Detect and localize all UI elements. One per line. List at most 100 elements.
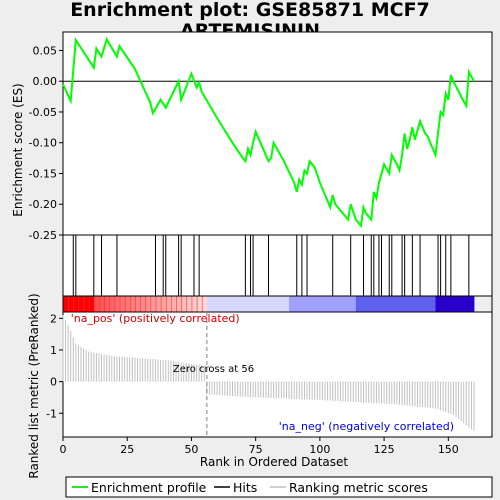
- colorbar-segment: [312, 296, 316, 312]
- pos-label: 'na_pos' (positively correlated): [71, 312, 240, 325]
- rank-ytick-label: 0: [50, 376, 57, 389]
- colorbar-segment: [430, 296, 434, 312]
- colorbar-segment: [227, 296, 231, 312]
- colorbar-segment: [414, 296, 418, 312]
- colorbar-segment: [137, 296, 141, 312]
- colorbar-segment: [345, 296, 349, 312]
- colorbar-segment: [366, 296, 370, 312]
- colorbar-segment: [355, 296, 359, 312]
- colorbar-segment: [168, 296, 172, 312]
- colorbar-segment: [371, 296, 375, 312]
- colorbar-segment: [448, 296, 452, 312]
- x-axis: 0 25 50 75 100 125 150: [60, 437, 459, 456]
- colorbar-segment: [360, 296, 364, 312]
- colorbar-segment: [456, 296, 459, 312]
- colorbar-segment: [134, 296, 138, 312]
- colorbar-segment: [229, 296, 233, 312]
- colorbar-segment: [253, 296, 257, 312]
- colorbar-segment: [201, 296, 205, 312]
- colorbar-segment: [443, 296, 447, 312]
- colorbar-segment: [88, 296, 92, 312]
- colorbar-segment: [183, 296, 187, 312]
- colorbar-segment: [160, 296, 164, 312]
- colorbar-segment: [209, 296, 213, 312]
- colorbar-segment: [255, 296, 259, 312]
- colorbar-segment: [342, 296, 346, 312]
- colorbar-segment: [194, 296, 197, 312]
- legend-label: Hits: [233, 480, 257, 495]
- colorbar-segment: [327, 296, 331, 312]
- colorbar-segment: [178, 296, 182, 312]
- colorbar-segment: [294, 296, 298, 312]
- colorbar-segment: [237, 296, 241, 312]
- colorbar-segment: [65, 296, 69, 312]
- colorbar-segment: [458, 296, 462, 312]
- colorbar-segment: [265, 296, 269, 312]
- colorbar-segment: [242, 296, 246, 312]
- colorbar-segment: [106, 296, 110, 312]
- colorbar-segment: [291, 296, 295, 312]
- colorbar-segment: [317, 296, 321, 312]
- x-tick-label: 25: [120, 443, 134, 456]
- colorbar-segment: [186, 296, 190, 312]
- colorbar-segment: [350, 296, 354, 312]
- colorbar-segment: [432, 296, 436, 312]
- es-ytick-label: -0.10: [29, 137, 57, 150]
- rank-axis-label: Ranked list metric (PreRanked): [27, 293, 41, 478]
- colorbar-segment: [330, 296, 334, 312]
- es-axis-label: Enrichment score (ES): [11, 83, 25, 216]
- colorbar-segment: [219, 296, 223, 312]
- colorbar-segment: [348, 296, 352, 312]
- colorbar-segment: [453, 296, 457, 312]
- colorbar-segment: [98, 296, 102, 312]
- colorbar-segment: [176, 296, 179, 312]
- colorbar-segment: [425, 296, 429, 312]
- colorbar-segment: [109, 296, 113, 312]
- colorbar-segment: [188, 296, 192, 312]
- colorbar-segment: [78, 296, 82, 312]
- colorbar-segment: [319, 296, 323, 312]
- colorbar-segment: [299, 296, 303, 312]
- colorbar-segment: [325, 296, 328, 312]
- colorbar-segment: [412, 296, 416, 312]
- colorbar-segment: [445, 296, 449, 312]
- colorbar-segment: [119, 296, 123, 312]
- zero-cross-label: Zero cross at 56: [173, 364, 254, 375]
- es-plot-area: [62, 31, 493, 236]
- legend: Enrichment profile Hits Ranking metric sco…: [65, 476, 493, 498]
- colorbar-segment: [75, 296, 79, 312]
- colorbar-segment: [271, 296, 275, 312]
- colorbar-segment: [335, 296, 339, 312]
- colorbar-segment: [196, 296, 200, 312]
- es-ytick-label: -0.05: [29, 106, 57, 119]
- colorbar-segment: [386, 296, 390, 312]
- colorbar-segment: [378, 296, 382, 312]
- colorbar-segment: [127, 296, 131, 312]
- colorbar-segment: [80, 296, 84, 312]
- colorbar-segment: [86, 296, 90, 312]
- colorbar-segment: [438, 296, 442, 312]
- colorbar-segment: [394, 296, 398, 312]
- colorbar-segment: [273, 296, 277, 312]
- ranking-metric-panel: Zero cross at 56 'na_pos' (positively cor…: [46, 311, 493, 438]
- colorbar-segment: [142, 296, 146, 312]
- colorbar-segment: [422, 296, 426, 312]
- es-ytick-label: 0.00: [33, 75, 58, 88]
- colorbar-segment: [368, 296, 372, 312]
- colorbar-segment: [268, 296, 272, 312]
- colorbar-segment: [204, 296, 208, 312]
- neg-label: 'na_neg' (negatively correlated): [279, 420, 454, 433]
- colorbar-segment: [373, 296, 377, 312]
- colorbar-segment: [260, 296, 264, 312]
- colorbar-segment: [245, 296, 249, 312]
- colorbar-segment: [147, 296, 151, 312]
- colorbar-segment: [258, 296, 262, 312]
- colorbar-segment: [211, 296, 215, 312]
- es-ytick-label: -0.20: [29, 198, 57, 211]
- colorbar-segment: [376, 296, 380, 312]
- colorbar-segment: [289, 296, 293, 312]
- es-ytick-label: -0.15: [29, 167, 57, 180]
- colorbar-segment: [307, 296, 310, 312]
- colorbar-segment: [384, 296, 388, 312]
